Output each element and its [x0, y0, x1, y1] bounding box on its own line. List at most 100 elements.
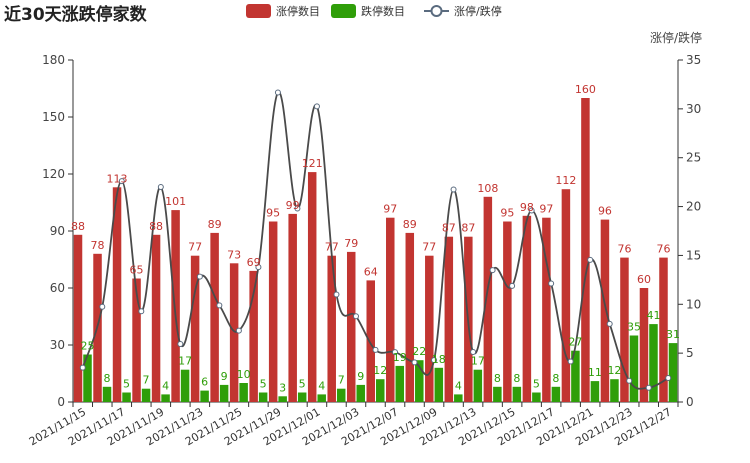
- y-right-tick-label: 15: [686, 248, 701, 262]
- bar-down: [278, 396, 287, 402]
- bar-up: [366, 280, 375, 402]
- ratio-point: [255, 264, 262, 271]
- bar-down: [356, 384, 365, 402]
- bar-down: [336, 388, 346, 402]
- bar-up: [132, 278, 141, 402]
- data-label-down: 12: [373, 364, 387, 377]
- data-label-up: 78: [91, 239, 105, 252]
- bar-down: [415, 360, 424, 402]
- data-label-down: 9: [357, 370, 364, 383]
- bar-down: [434, 367, 444, 402]
- bar-down: [297, 392, 307, 402]
- y-left-tick-label: 30: [50, 338, 65, 352]
- data-label-down: 27: [568, 336, 582, 349]
- legend-label-2: 涨停/跌停: [454, 4, 502, 18]
- data-label-up: 77: [422, 241, 436, 254]
- data-label-down: 4: [455, 379, 462, 392]
- bar-up: [249, 270, 258, 402]
- ratio-point: [118, 178, 125, 185]
- data-label-down: 18: [432, 353, 446, 366]
- data-label-up: 99: [286, 199, 300, 212]
- bar-up: [444, 236, 454, 402]
- y-left-tick-label: 120: [42, 167, 65, 181]
- right-axis-label: 涨停/跌停: [650, 30, 702, 45]
- legend-marker-2: [430, 5, 443, 17]
- bar-up: [210, 232, 219, 402]
- data-labels: 8825788113565788410117776899731069595399…: [71, 83, 680, 394]
- y-left-tick-label: 90: [50, 224, 65, 238]
- bar-down: [219, 384, 229, 402]
- bar-down: [629, 335, 639, 402]
- ratio-point: [333, 291, 340, 298]
- ratio-point: [606, 320, 613, 327]
- bar-up: [581, 98, 590, 402]
- y-right-tick-label: 10: [686, 297, 701, 311]
- data-label-down: 19: [393, 351, 407, 364]
- legend-swatch-0: [246, 4, 271, 18]
- data-label-down: 7: [143, 374, 150, 387]
- ratio-point: [274, 89, 281, 96]
- y-left-tick-label: 60: [50, 281, 65, 295]
- bar-up: [307, 172, 317, 402]
- data-label-down: 5: [533, 378, 540, 391]
- bar-up: [171, 210, 180, 402]
- bar-down: [571, 350, 580, 402]
- data-label-up: 97: [539, 203, 553, 216]
- ratio-point: [177, 340, 184, 347]
- data-label-down: 9: [221, 370, 228, 383]
- bar-down: [493, 386, 502, 402]
- bar-down: [317, 394, 326, 402]
- data-label-down: 8: [104, 372, 111, 385]
- data-label-up: 89: [403, 218, 417, 231]
- bar-down: [649, 324, 658, 402]
- y-left-tick-label: 180: [42, 53, 65, 67]
- ratio-point: [587, 256, 594, 263]
- ratio-point: [196, 273, 203, 280]
- data-label-down: 17: [178, 355, 192, 368]
- bar-up: [659, 257, 668, 402]
- data-label-down: 10: [237, 368, 251, 381]
- bar-down: [454, 394, 463, 402]
- bar-down: [180, 369, 190, 402]
- data-label-down: 41: [646, 309, 660, 322]
- bar-down: [590, 381, 600, 402]
- bar-up: [522, 215, 532, 402]
- ratio-line-layer: [79, 89, 672, 391]
- ratio-point: [235, 327, 242, 334]
- data-label-down: 8: [552, 372, 559, 385]
- ratio-point: [645, 384, 652, 391]
- ratio-point: [99, 303, 106, 310]
- bar-up: [288, 213, 297, 402]
- data-label-up: 73: [227, 248, 241, 261]
- bar-down: [141, 388, 151, 402]
- bar-up: [346, 251, 356, 402]
- data-label-down: 4: [162, 379, 169, 392]
- bar-up: [386, 217, 395, 402]
- bar-up: [327, 255, 336, 402]
- bar-up: [483, 196, 493, 402]
- data-label-down: 31: [666, 328, 680, 341]
- ratio-point: [567, 358, 574, 365]
- bar-down: [512, 386, 522, 402]
- data-label-down: 3: [279, 381, 286, 394]
- bar-down: [161, 394, 170, 402]
- bar-up: [229, 263, 239, 402]
- ratio-point: [665, 375, 672, 382]
- data-label-down: 35: [627, 321, 641, 334]
- data-label-down: 5: [299, 378, 306, 391]
- data-label-down: 12: [607, 364, 621, 377]
- y-right-tick-label: 20: [686, 200, 701, 214]
- legend-label-1: 跌停数目: [361, 4, 405, 18]
- ratio-point: [372, 346, 379, 353]
- bar-down: [200, 390, 209, 402]
- data-label-down: 5: [260, 378, 267, 391]
- data-label-up: 87: [461, 222, 475, 235]
- data-label-down: 6: [201, 376, 208, 389]
- data-label-up: 77: [325, 241, 339, 254]
- data-label-up: 88: [71, 220, 85, 233]
- data-label-up: 87: [442, 222, 456, 235]
- legend-label-0: 涨停数目: [276, 4, 320, 18]
- ratio-point: [411, 359, 418, 366]
- bar-up: [620, 257, 629, 402]
- bar-down: [668, 343, 678, 402]
